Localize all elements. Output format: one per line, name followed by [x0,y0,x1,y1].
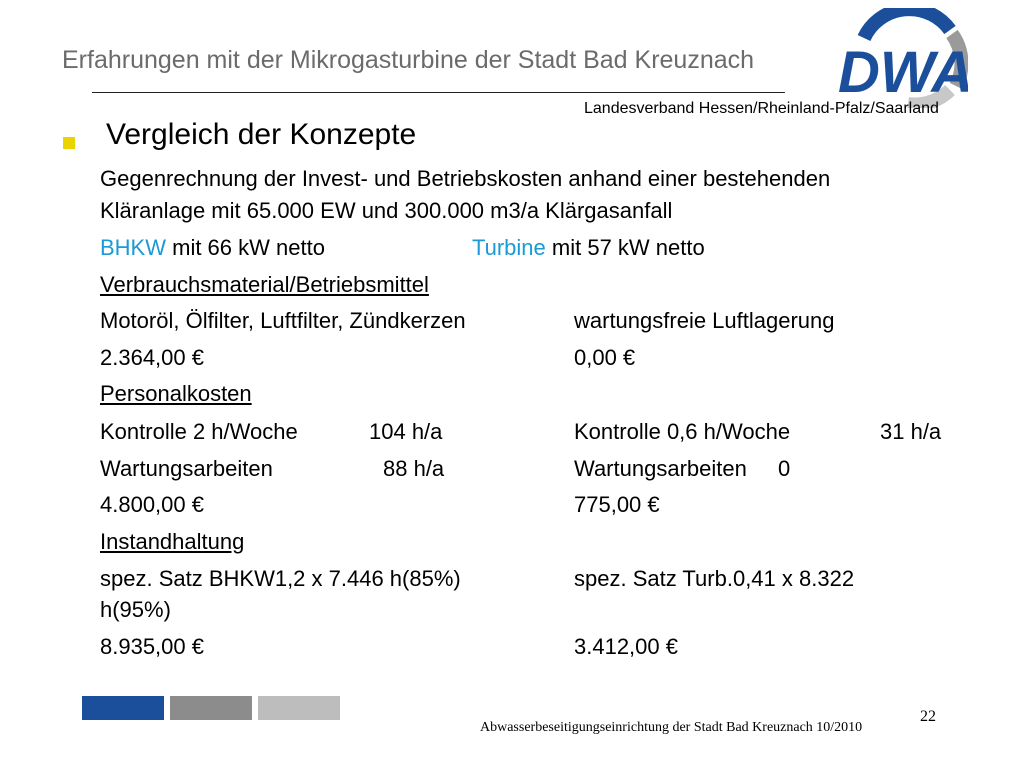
personal-right-row2-label: Wartungsarbeiten [574,456,747,481]
verbrauch-title: Verbrauchsmaterial/Betriebsmittel [100,272,429,297]
verbrauch-left-cost: 2.364,00 € [100,345,204,370]
personal-left-cost: 4.800,00 € [100,492,204,517]
instand-left-line2: h(95%) [100,597,171,622]
turbine-label: Turbine mit 57 kW netto [472,235,705,261]
instand-right-line1: spez. Satz Turb.0,41 x 8.322 [574,566,855,591]
verbrauch-left-item: Motoröl, Ölfilter, Luftfilter, Zündkerze… [100,308,466,333]
bullet-square-icon [63,137,75,149]
bhkw-rest: mit 66 kW netto [166,235,325,260]
personal-right-row2-value: 0 [778,456,791,481]
slide-header-title: Erfahrungen mit der Mikrogasturbine der … [62,46,755,74]
personal-right-row1-value: 31 h/a [880,419,942,444]
page-number: 22 [920,708,936,725]
logo-text: DWA [838,40,968,105]
bhkw-word: BHKW [100,235,166,260]
bhkw-label: BHKW mit 66 kW netto [100,235,325,261]
personal-left-row2-value: 88 h/a [383,456,445,481]
instand-left-cost: 8.935,00 € [100,634,204,659]
personal-title: Personalkosten [100,381,252,406]
instand-title: Instandhaltung [100,529,245,554]
org-subtitle: Landesverband Hessen/Rheinland-Pfalz/Saa… [584,100,939,117]
turbine-word: Turbine [472,235,546,260]
footer-bar-blue [82,696,164,720]
personal-left-row1-value: 104 h/a [369,419,443,444]
personal-left-row2-label: Wartungsarbeiten [100,456,273,481]
verbrauch-right-cost: 0,00 € [574,345,636,370]
instand-left-line1: spez. Satz BHKW1,2 x 7.446 h(85%) [100,566,461,591]
intro-line-1: Gegenrechnung der Invest- und Betriebsko… [100,166,831,191]
turbine-rest: mit 57 kW netto [545,235,705,260]
dwa-logo: DWA [838,8,968,108]
section-heading: Vergleich der Konzepte [106,118,417,151]
intro-line-2: Kläranlage mit 65.000 EW und 300.000 m3/… [100,198,673,223]
footer-text: Abwasserbeseitigungseinrichtung der Stad… [480,720,863,735]
verbrauch-right-item: wartungsfreie Luftlagerung [574,308,835,333]
instand-right-cost: 3.412,00 € [574,634,678,659]
footer-bar-lightgray [258,696,340,720]
personal-left-row1-label: Kontrolle 2 h/Woche [100,419,298,444]
header-divider [92,92,785,93]
personal-right-cost: 775,00 € [574,492,660,517]
personal-right-row1-label: Kontrolle 0,6 h/Woche [574,419,791,444]
footer-bar-darkgray [170,696,252,720]
